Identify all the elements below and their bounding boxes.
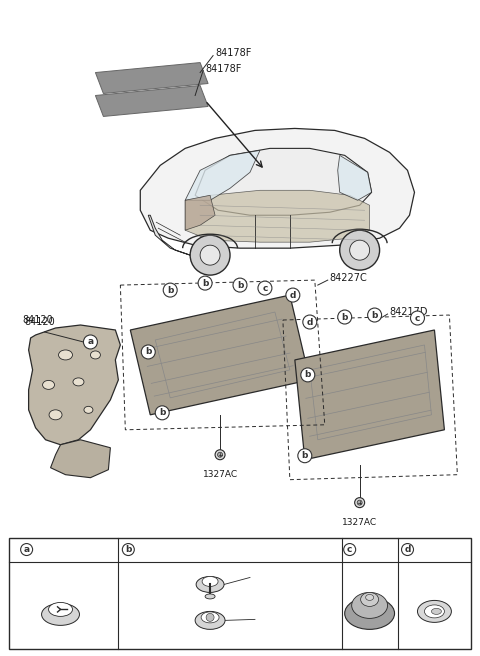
Ellipse shape: [43, 380, 55, 390]
Polygon shape: [96, 85, 208, 117]
Ellipse shape: [202, 577, 218, 586]
Circle shape: [286, 288, 300, 302]
Text: b: b: [301, 451, 308, 461]
Ellipse shape: [90, 351, 100, 359]
Ellipse shape: [48, 602, 72, 617]
Text: b: b: [167, 285, 173, 295]
Circle shape: [355, 498, 365, 508]
Text: d: d: [289, 291, 296, 300]
Bar: [9, 537, 471, 649]
Text: 84120: 84120: [23, 315, 53, 325]
Ellipse shape: [42, 604, 80, 625]
Text: 1327AC: 1327AC: [342, 518, 377, 527]
Polygon shape: [195, 148, 372, 215]
Circle shape: [368, 308, 382, 322]
Text: c: c: [415, 314, 420, 323]
Ellipse shape: [424, 605, 444, 618]
Circle shape: [155, 406, 169, 420]
Text: 50625: 50625: [38, 544, 70, 554]
Circle shape: [122, 544, 134, 556]
Circle shape: [217, 452, 223, 457]
Text: b: b: [237, 281, 243, 289]
Polygon shape: [185, 150, 260, 200]
Ellipse shape: [73, 378, 84, 386]
Circle shape: [301, 368, 315, 382]
Circle shape: [163, 283, 177, 297]
Text: c: c: [262, 283, 268, 293]
Text: (14207-06180L): (14207-06180L): [252, 569, 319, 578]
Polygon shape: [96, 62, 208, 94]
Text: b: b: [305, 371, 311, 379]
Circle shape: [340, 230, 380, 270]
Circle shape: [298, 449, 312, 462]
Text: b: b: [145, 348, 152, 356]
Circle shape: [84, 335, 97, 349]
Circle shape: [206, 613, 214, 621]
Ellipse shape: [196, 577, 224, 592]
Text: b: b: [159, 408, 166, 417]
Text: 86869: 86869: [260, 581, 290, 592]
Text: 84136: 84136: [361, 544, 392, 554]
Text: 84178F: 84178F: [205, 64, 241, 73]
Text: 1042AA: 1042AA: [257, 615, 295, 625]
Polygon shape: [148, 215, 190, 255]
Polygon shape: [185, 195, 215, 230]
Circle shape: [338, 310, 352, 324]
Ellipse shape: [418, 600, 451, 623]
Circle shape: [258, 281, 272, 295]
Ellipse shape: [195, 611, 225, 629]
Polygon shape: [140, 129, 415, 248]
Text: d: d: [404, 545, 411, 554]
Polygon shape: [29, 325, 120, 445]
Polygon shape: [130, 295, 310, 415]
Text: c: c: [347, 545, 352, 554]
Text: b: b: [341, 312, 348, 321]
Text: a: a: [24, 545, 30, 554]
Polygon shape: [295, 330, 444, 460]
Ellipse shape: [432, 608, 442, 615]
Circle shape: [233, 278, 247, 292]
Circle shape: [215, 450, 225, 460]
Text: 84178F: 84178F: [215, 48, 252, 58]
Ellipse shape: [352, 592, 387, 619]
Text: 84227C: 84227C: [330, 273, 368, 283]
Circle shape: [303, 315, 317, 329]
Text: b: b: [372, 310, 378, 319]
Text: 84120: 84120: [24, 317, 55, 327]
Text: b: b: [202, 279, 208, 287]
Text: a: a: [87, 337, 94, 346]
Text: 1330AA: 1330AA: [420, 544, 457, 554]
Ellipse shape: [205, 594, 215, 599]
Circle shape: [350, 240, 370, 260]
Polygon shape: [338, 155, 372, 200]
Circle shape: [410, 311, 424, 325]
Circle shape: [198, 276, 212, 290]
Ellipse shape: [366, 594, 373, 600]
Ellipse shape: [201, 612, 219, 623]
Ellipse shape: [345, 598, 395, 629]
Circle shape: [402, 544, 413, 556]
Circle shape: [141, 345, 155, 359]
Circle shape: [357, 500, 362, 505]
Ellipse shape: [59, 350, 72, 360]
Ellipse shape: [360, 592, 379, 606]
Circle shape: [344, 544, 356, 556]
Ellipse shape: [49, 410, 62, 420]
Polygon shape: [50, 440, 110, 478]
Ellipse shape: [84, 406, 93, 413]
Text: 84217D: 84217D: [390, 307, 428, 317]
Polygon shape: [185, 190, 370, 242]
Text: b: b: [125, 545, 132, 554]
Text: d: d: [307, 318, 313, 327]
Circle shape: [200, 245, 220, 265]
Circle shape: [190, 236, 230, 275]
Circle shape: [21, 544, 33, 556]
Text: 1327AC: 1327AC: [203, 470, 238, 479]
